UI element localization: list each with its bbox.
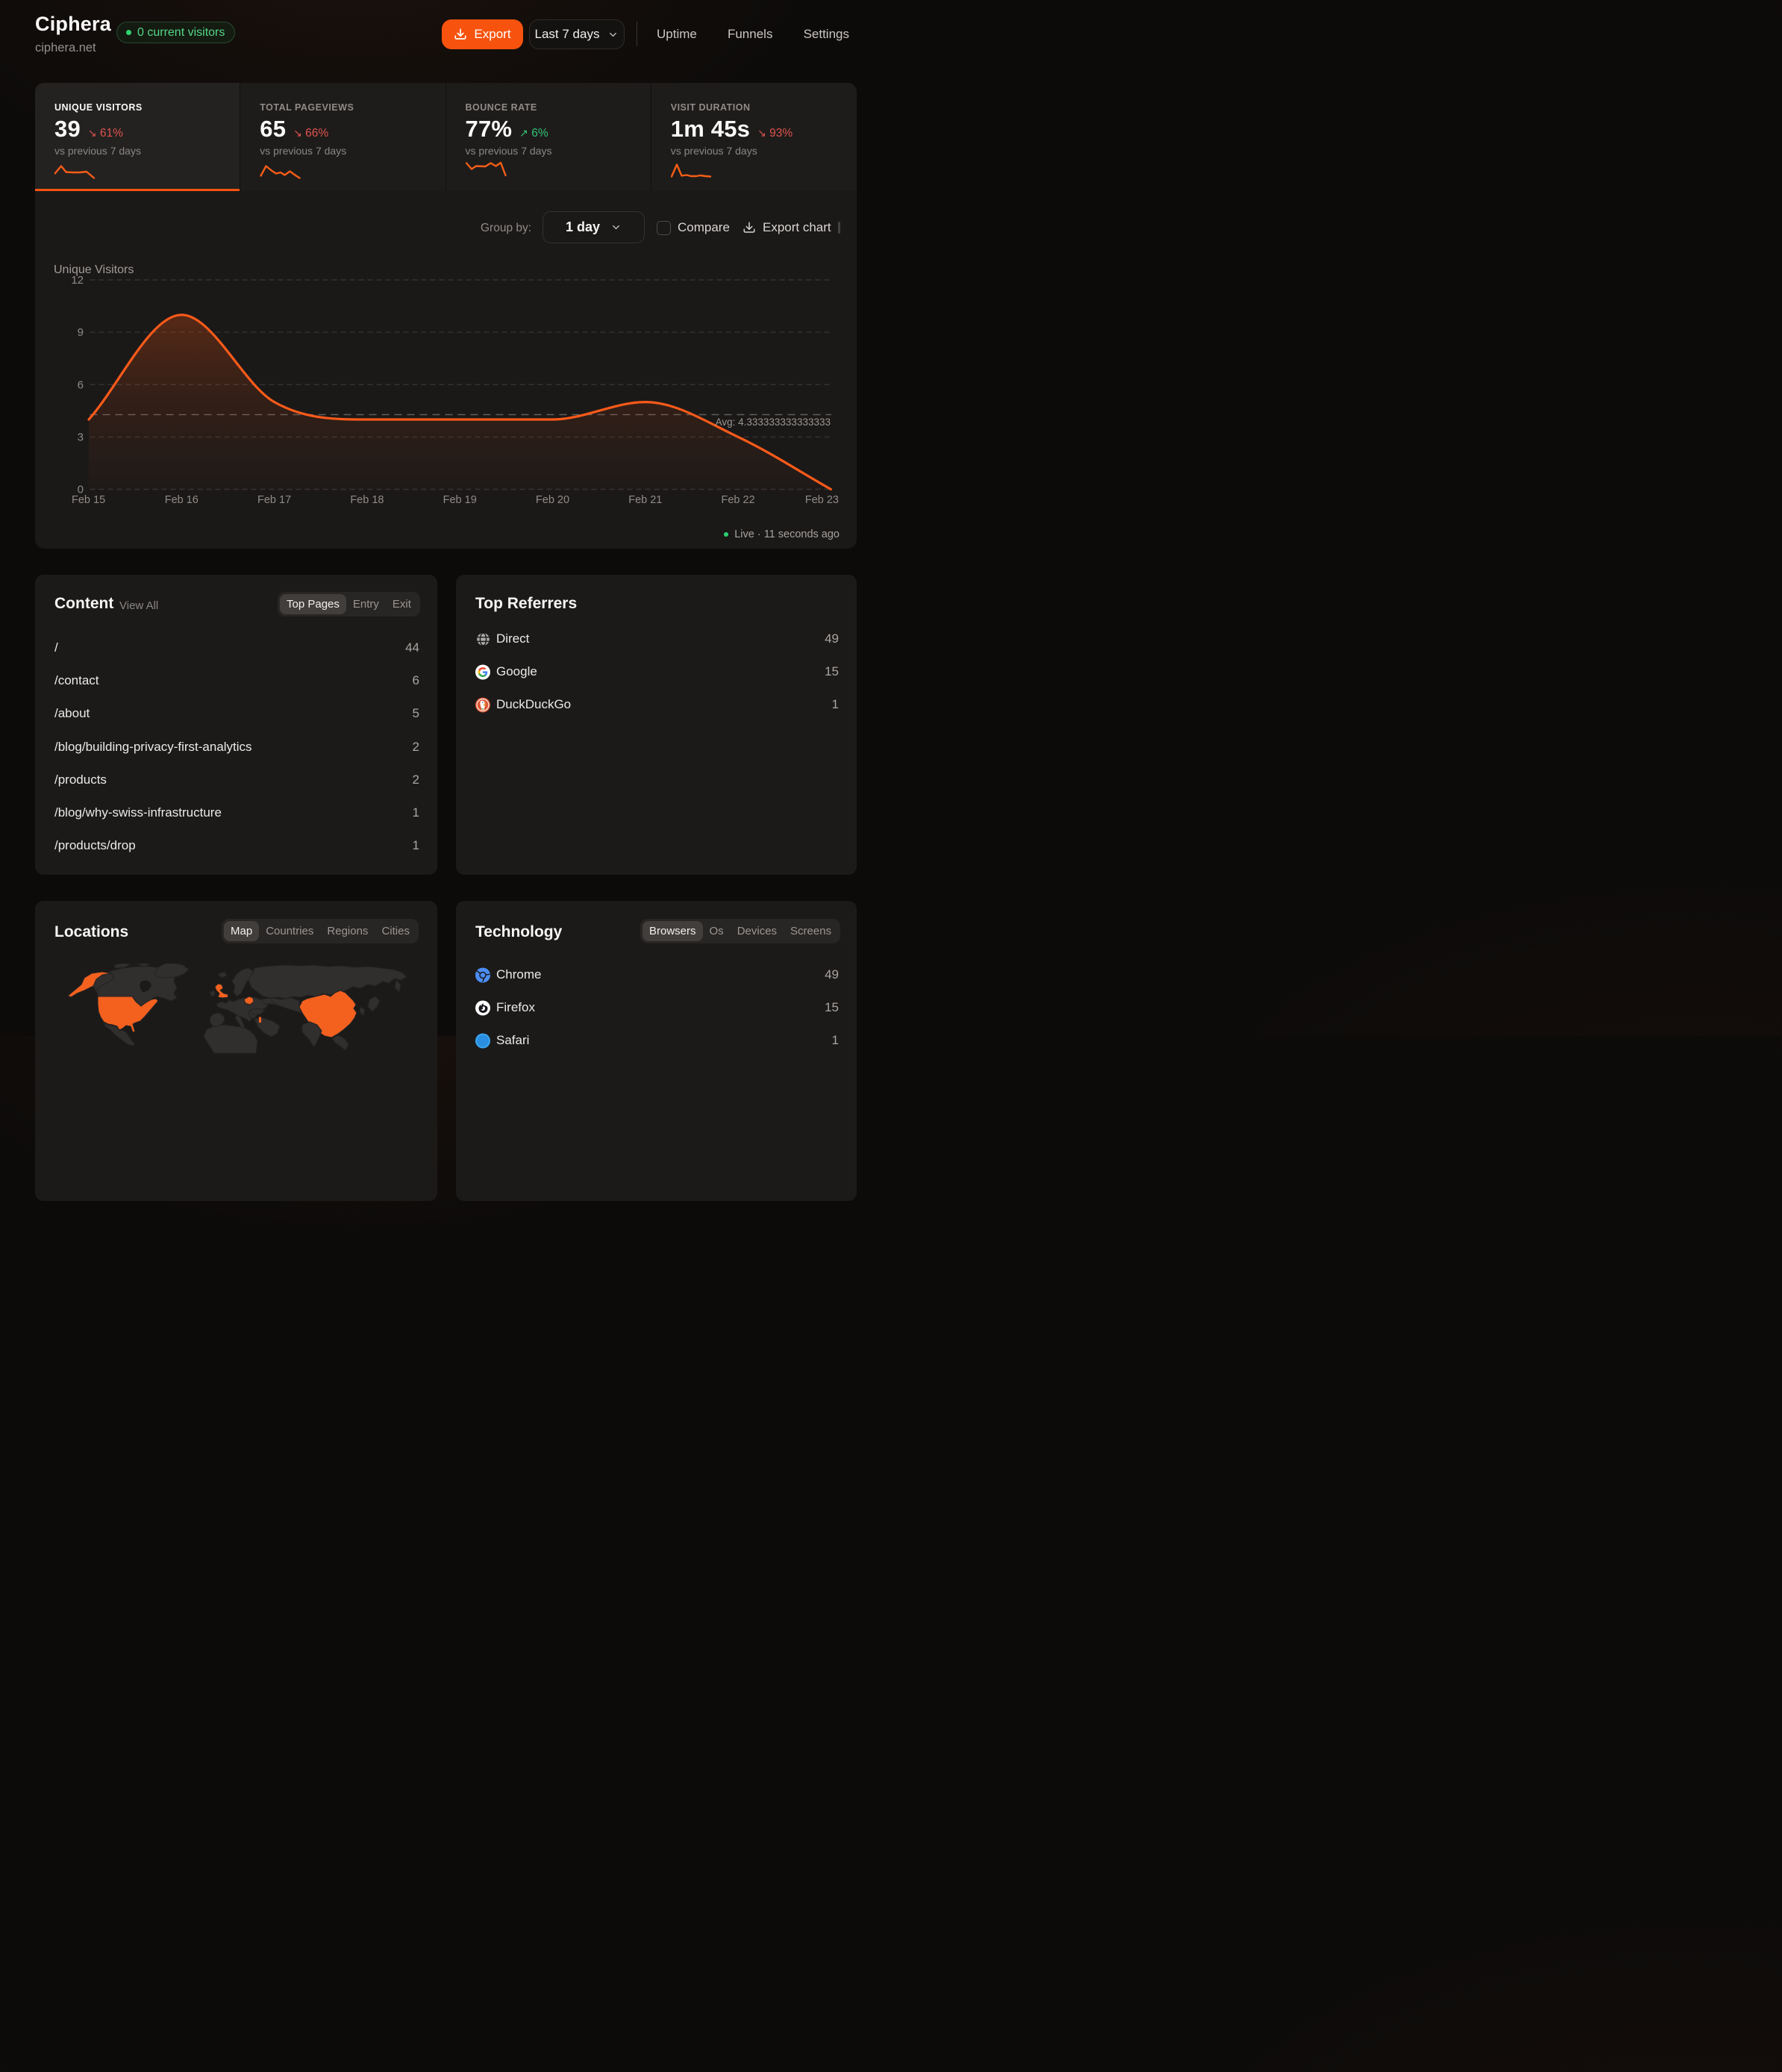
svg-text:Feb 16: Feb 16 — [165, 494, 198, 506]
svg-text:Avg: 4.333333333333333: Avg: 4.333333333333333 — [716, 416, 831, 428]
svg-text:Feb 23: Feb 23 — [805, 494, 839, 506]
svg-text:Feb 19: Feb 19 — [443, 494, 477, 506]
svg-text:Feb 20: Feb 20 — [536, 494, 569, 506]
svg-text:6: 6 — [78, 378, 84, 391]
svg-text:Feb 17: Feb 17 — [257, 494, 291, 506]
svg-text:0: 0 — [78, 484, 84, 496]
svg-text:12: 12 — [71, 274, 84, 287]
svg-text:Feb 15: Feb 15 — [72, 494, 105, 506]
svg-text:Feb 21: Feb 21 — [628, 494, 662, 506]
svg-text:Feb 22: Feb 22 — [722, 494, 755, 506]
svg-text:9: 9 — [78, 326, 84, 339]
svg-text:Feb 18: Feb 18 — [350, 494, 384, 506]
svg-text:3: 3 — [78, 431, 84, 443]
